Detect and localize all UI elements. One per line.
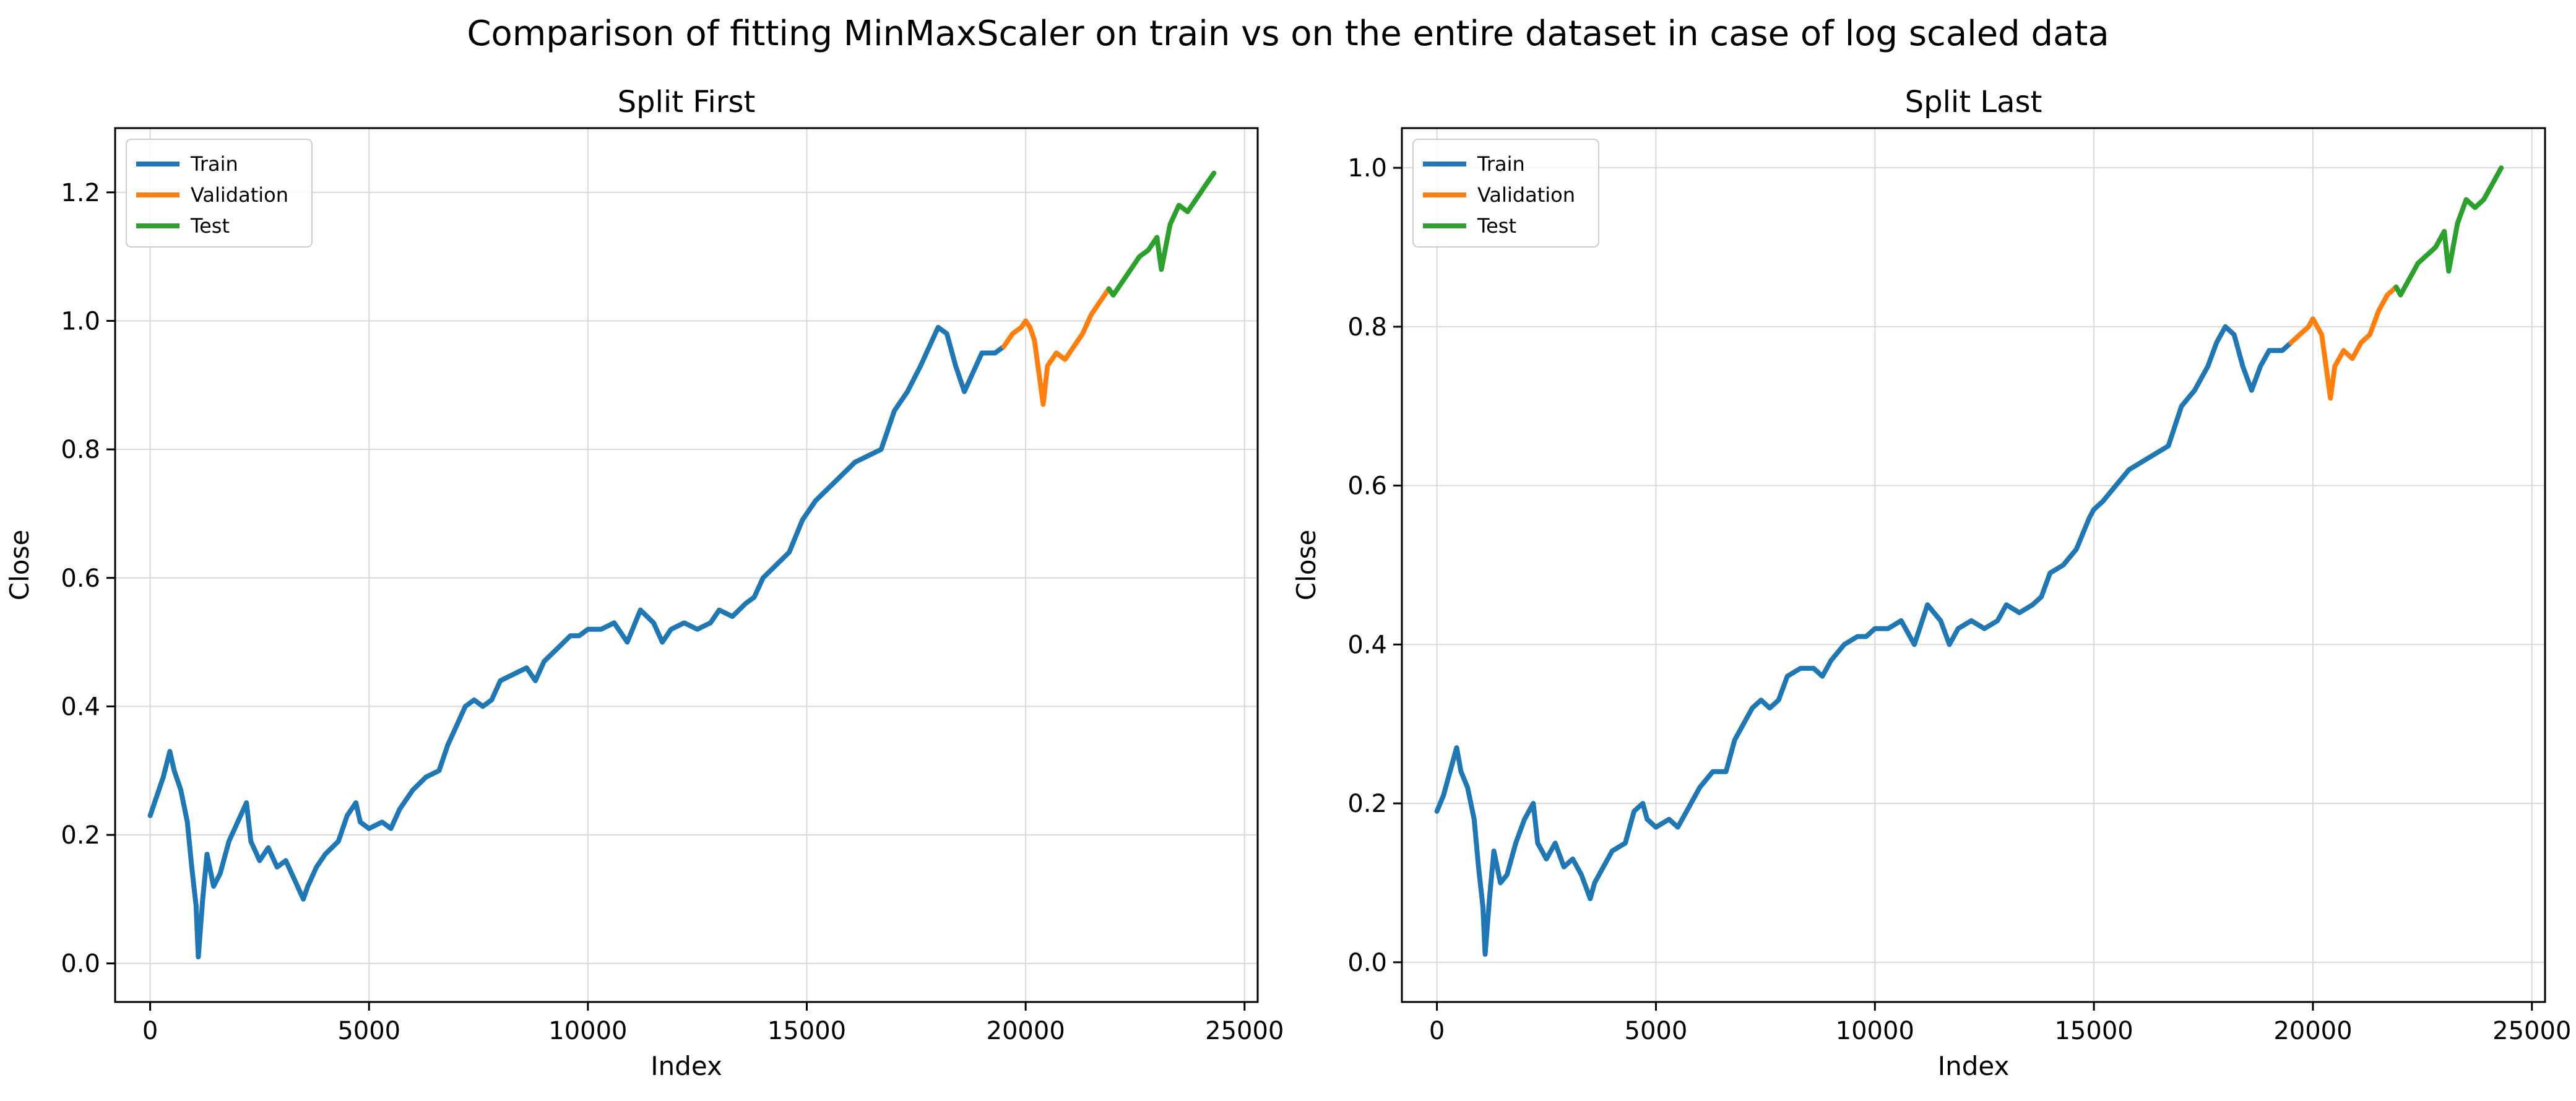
series-line-train xyxy=(147,324,1006,960)
y-tick-label: 1.0 xyxy=(1347,154,1387,183)
x-tick-label: 25000 xyxy=(1205,1017,1284,1045)
y-tick-label: 0.2 xyxy=(1347,790,1387,818)
y-tick-label: 0.4 xyxy=(1347,631,1387,659)
y-tick-label: 0.8 xyxy=(1347,313,1387,342)
x-tick-label: 25000 xyxy=(2492,1017,2571,1045)
x-tick-label: 10000 xyxy=(1836,1017,1914,1045)
subplot-split-first: 0 5000 10000 15000 20000 25000 0.0 0.2 0.4 0.6 0.8… xyxy=(4,85,1284,1081)
x-axis-label: Index xyxy=(1938,1051,2010,1081)
y-tick-label: 0.8 xyxy=(61,436,100,464)
series-line-train xyxy=(1434,324,2294,957)
series-line-validation xyxy=(2288,284,2399,401)
legend-label-validation: Validation xyxy=(1477,183,1575,207)
y-tick-label: 0.0 xyxy=(1347,949,1387,977)
y-tick-label: 1.2 xyxy=(61,179,100,207)
series-line-validation xyxy=(1001,286,1112,407)
series-line-test xyxy=(2393,165,2504,298)
x-tick-label: 10000 xyxy=(548,1017,627,1045)
axes-frame xyxy=(114,127,1259,1003)
x-axis-label: Index xyxy=(650,1051,722,1081)
y-axis-label: Close xyxy=(4,530,35,600)
legend: Train Validation Test xyxy=(1412,139,1599,248)
figure-title: Comparison of fitting MinMaxScaler on tr… xyxy=(467,14,2109,54)
x-tick-label: 0 xyxy=(142,1017,158,1045)
y-tick-label: 0.6 xyxy=(61,564,100,593)
series-line-test xyxy=(1106,170,1217,298)
x-tick-label: 0 xyxy=(1429,1017,1445,1045)
y-tick-label: 1.0 xyxy=(61,307,100,335)
y-axis-label: Close xyxy=(1291,530,1321,600)
axes-frame xyxy=(1401,127,2546,1003)
legend-label-train: Train xyxy=(190,152,238,176)
x-tick-label: 20000 xyxy=(2273,1017,2352,1045)
legend: Train Validation Test xyxy=(126,139,313,248)
x-tick-label: 5000 xyxy=(1625,1017,1688,1045)
y-tick-label: 0.2 xyxy=(61,821,100,850)
y-tick-label: 0.0 xyxy=(61,950,100,978)
y-tick-label: 0.6 xyxy=(1347,472,1387,501)
legend-label-validation: Validation xyxy=(191,183,288,207)
x-tick-label: 15000 xyxy=(767,1017,846,1045)
x-tick-label: 20000 xyxy=(987,1017,1065,1045)
legend-label-test: Test xyxy=(1477,214,1516,238)
x-tick-label: 5000 xyxy=(337,1017,400,1045)
legend-label-test: Test xyxy=(190,214,230,238)
x-tick-label: 15000 xyxy=(2054,1017,2133,1045)
legend-label-train: Train xyxy=(1477,152,1525,176)
subplot-title: Split Last xyxy=(1905,85,2042,119)
subplot-split-last: 0 5000 10000 15000 20000 25000 0.0 0.2 0.4 0.6 0.8… xyxy=(1291,85,2571,1081)
y-tick-label: 0.4 xyxy=(61,693,100,721)
subplot-title: Split First xyxy=(618,85,756,119)
